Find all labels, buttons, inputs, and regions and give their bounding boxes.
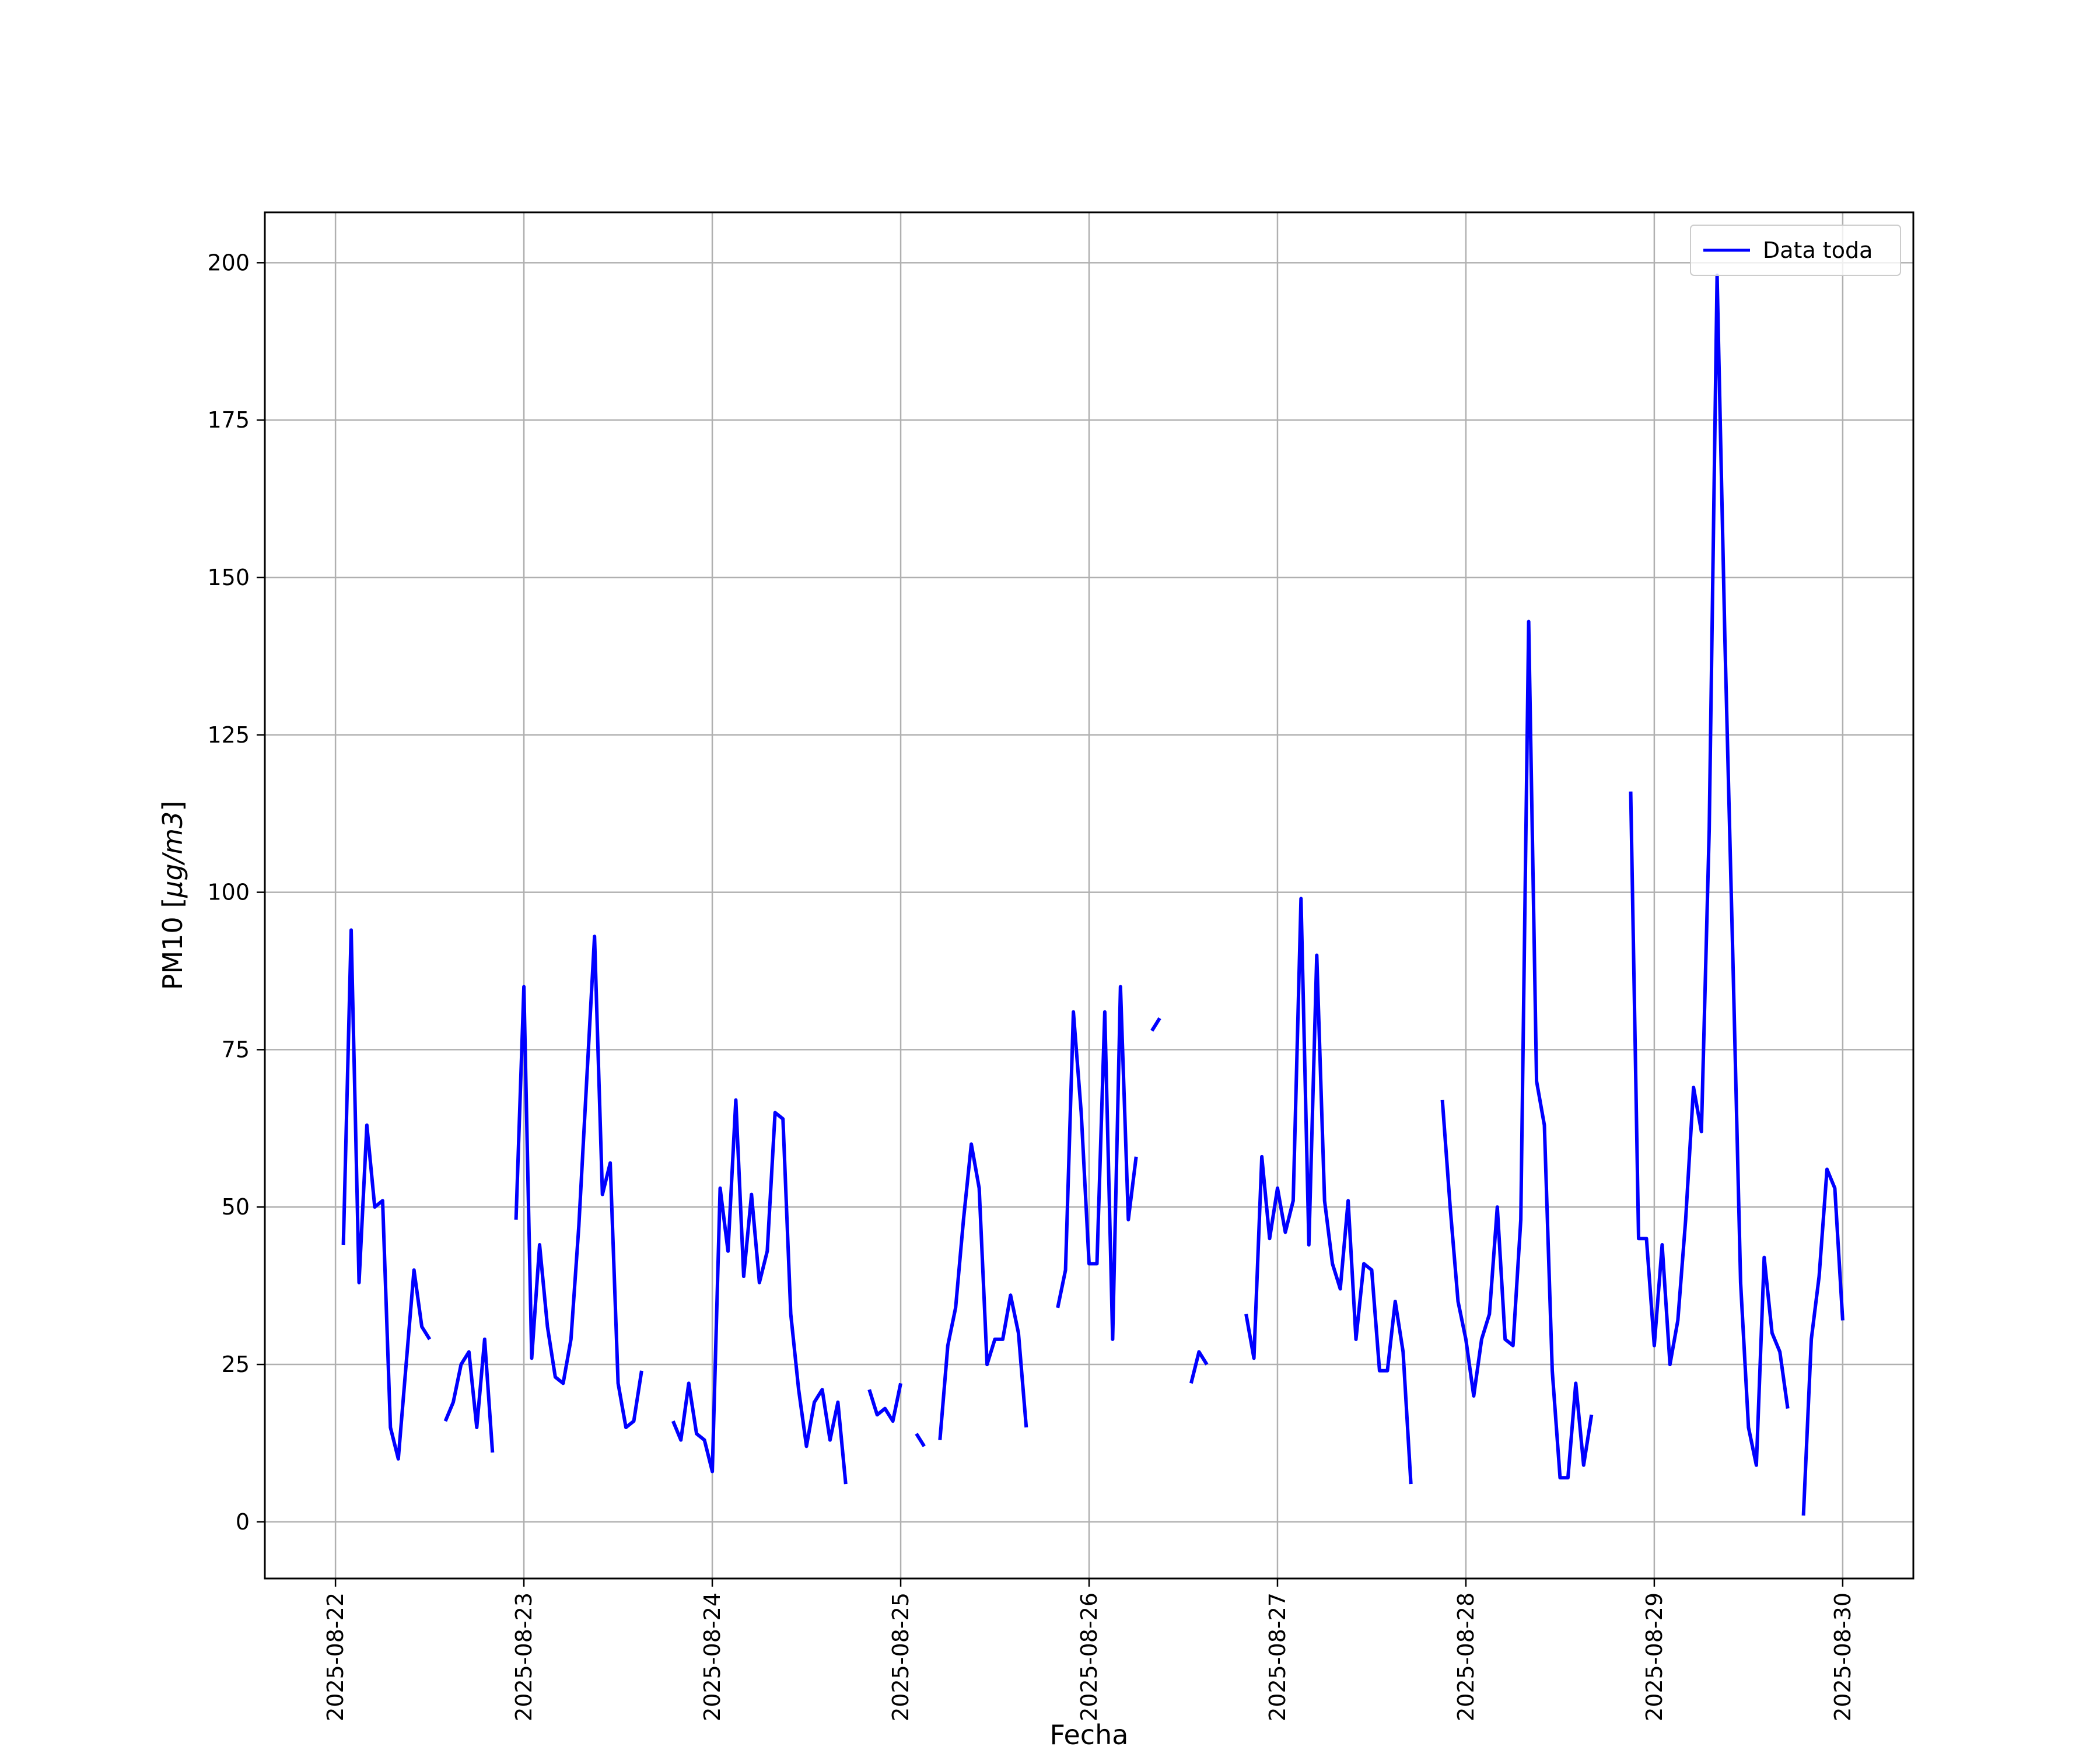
series-line-segment bbox=[1440, 620, 1594, 1480]
series-line-segment bbox=[1244, 897, 1413, 1485]
legend-box bbox=[1690, 225, 1901, 276]
series-line-segment bbox=[1629, 273, 1790, 1467]
series-line-segment bbox=[1801, 1167, 1845, 1516]
y-axis-title: PM10 [μg/m3] bbox=[157, 801, 188, 991]
series-line-segment bbox=[867, 1382, 902, 1423]
y-tick-label: 100 bbox=[207, 880, 250, 905]
series-line-segment bbox=[915, 1433, 926, 1447]
legend-label-data-toda: Data toda bbox=[1763, 237, 1873, 263]
y-tick-label: 200 bbox=[207, 250, 250, 275]
series-line-segment bbox=[1056, 985, 1138, 1341]
series-line-segment bbox=[514, 935, 643, 1429]
x-tick-label: 2025-08-24 bbox=[699, 1592, 725, 1721]
series-line-segment bbox=[671, 1098, 848, 1485]
x-tick-label: 2025-08-26 bbox=[1076, 1592, 1102, 1721]
y-tick-label: 50 bbox=[222, 1194, 250, 1220]
x-tick-label: 2025-08-22 bbox=[323, 1592, 348, 1721]
x-tick-label: 2025-08-25 bbox=[888, 1592, 914, 1721]
y-axis-title-unit: μg/m3 bbox=[157, 811, 188, 898]
y-tick-label: 0 bbox=[236, 1509, 250, 1535]
y-tick-label: 175 bbox=[207, 407, 250, 433]
x-tick-label: 2025-08-27 bbox=[1265, 1592, 1290, 1721]
grid-lines bbox=[265, 212, 1913, 1578]
series-line-segment bbox=[938, 1142, 1028, 1440]
x-tick-label: 2025-08-29 bbox=[1642, 1592, 1667, 1721]
x-tick-label: 2025-08-23 bbox=[511, 1592, 537, 1721]
y-tick-label: 75 bbox=[222, 1037, 250, 1062]
x-axis-ticks: 2025-08-22 2025-08-23 2025-08-24 2025-08-25… bbox=[323, 1578, 1856, 1721]
legend: Data toda bbox=[1690, 225, 1901, 276]
data-series-data-toda bbox=[341, 273, 1845, 1516]
y-axis-title-close: ] bbox=[157, 801, 188, 811]
y-tick-label: 25 bbox=[222, 1352, 250, 1377]
series-line-segment bbox=[341, 928, 432, 1461]
y-tick-label: 150 bbox=[207, 565, 250, 590]
y-axis-title-main: PM10 [ bbox=[157, 898, 188, 991]
series-line-segment bbox=[443, 1337, 495, 1453]
series-line-segment bbox=[1150, 1017, 1161, 1032]
x-axis-title: Fecha bbox=[1050, 1719, 1129, 1750]
x-tick-label: 2025-08-28 bbox=[1453, 1592, 1479, 1721]
series-line-segment bbox=[1189, 1350, 1209, 1384]
y-axis-ticks: 0 25 50 75 100 125 150 175 200 bbox=[207, 250, 265, 1535]
y-tick-label: 125 bbox=[207, 722, 250, 748]
x-tick-label: 2025-08-30 bbox=[1830, 1592, 1856, 1721]
